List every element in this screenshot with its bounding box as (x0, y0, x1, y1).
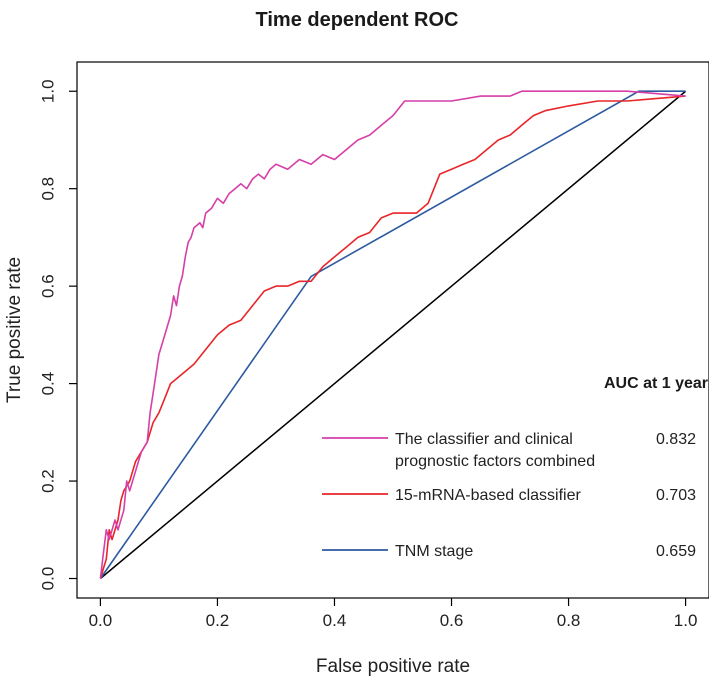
x-tick-label: 0.8 (557, 611, 581, 630)
y-tick-label: 0.0 (38, 567, 57, 591)
legend-label: TNM stage (395, 543, 473, 560)
legend-title: AUC at 1 year (604, 375, 708, 392)
y-axis: 0.0 0.2 0.4 0.6 0.8 1.0 (38, 79, 77, 590)
series-line (99, 95, 686, 579)
legend-label: The classifier and clinical (395, 431, 573, 448)
y-tick-label: 0.6 (38, 274, 57, 298)
y-tick-label: 0.4 (38, 372, 57, 396)
series-layer (99, 90, 686, 579)
x-axis: 0.0 0.2 0.4 0.6 0.8 1.0 (89, 598, 698, 630)
legend-auc-value: 0.703 (656, 487, 696, 504)
y-tick-label: 1.0 (38, 79, 57, 103)
series-line (99, 90, 686, 579)
legend-label: 15-mRNA-based classifier (395, 487, 582, 504)
plot-frame (76, 61, 709, 599)
x-tick-label: 0.2 (206, 611, 230, 630)
x-tick-label: 0.6 (440, 611, 464, 630)
reference-diagonal-line (99, 90, 687, 580)
y-tick-label: 0.8 (38, 177, 57, 201)
x-axis-label: False positive rate (316, 656, 470, 677)
chart-title: Time dependent ROC (256, 9, 459, 31)
series-line (99, 90, 686, 579)
legend-auc-value: 0.659 (656, 543, 696, 560)
x-tick-label: 0.0 (89, 611, 113, 630)
legend-auc-value: 0.832 (656, 431, 696, 448)
legend: AUC at 1 year The classifier and clinica… (322, 375, 708, 560)
x-tick-label: 0.4 (323, 611, 347, 630)
y-axis-label: True positive rate (4, 257, 25, 403)
x-tick-label: 1.0 (674, 611, 698, 630)
legend-label: prognostic factors combined (395, 453, 595, 470)
y-tick-label: 0.2 (38, 469, 57, 493)
